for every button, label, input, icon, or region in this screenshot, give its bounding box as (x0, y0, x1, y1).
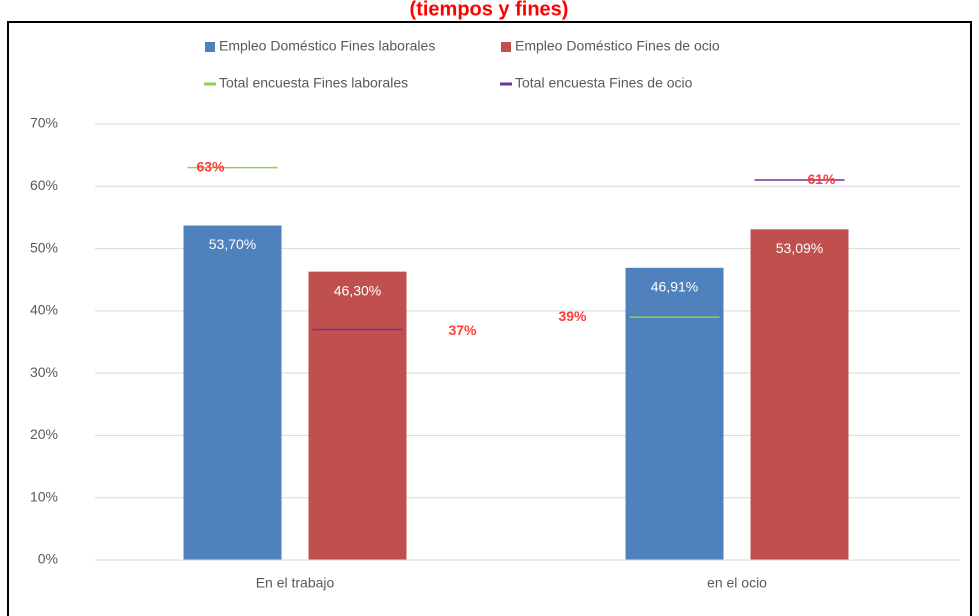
data-label: 46,91% (651, 279, 698, 295)
y-tick-label: 0% (38, 551, 58, 567)
data-label: 39% (558, 308, 587, 324)
legend-swatch (205, 42, 215, 52)
legend-label: Total encuesta Fines de ocio (515, 75, 693, 91)
data-label: 53,09% (776, 240, 823, 256)
legend-label: Total encuesta Fines laborales (219, 75, 408, 91)
data-label: 61% (807, 171, 836, 187)
y-tick-label: 20% (30, 426, 58, 442)
legend-label: Empleo Doméstico Fines laborales (219, 38, 435, 54)
data-label: 37% (448, 322, 477, 338)
y-tick-label: 70% (30, 115, 58, 131)
bar (625, 267, 724, 560)
y-tick-label: 50% (30, 239, 58, 255)
x-tick-label: En el trabajo (256, 575, 335, 591)
data-label: 46,30% (334, 282, 381, 298)
bar (750, 229, 849, 561)
chart-title: (tiempos y fines) (410, 0, 569, 20)
y-tick-label: 10% (30, 488, 58, 504)
bar (183, 225, 282, 561)
data-label: 63% (196, 158, 225, 174)
legend-swatch (501, 42, 511, 52)
y-tick-label: 30% (30, 364, 58, 380)
legend-label: Empleo Doméstico Fines de ocio (515, 38, 720, 54)
bar (308, 271, 407, 560)
y-tick-label: 40% (30, 302, 58, 318)
x-tick-label: en el ocio (707, 575, 767, 591)
y-tick-label: 60% (30, 177, 58, 193)
data-label: 53,70% (209, 236, 256, 252)
